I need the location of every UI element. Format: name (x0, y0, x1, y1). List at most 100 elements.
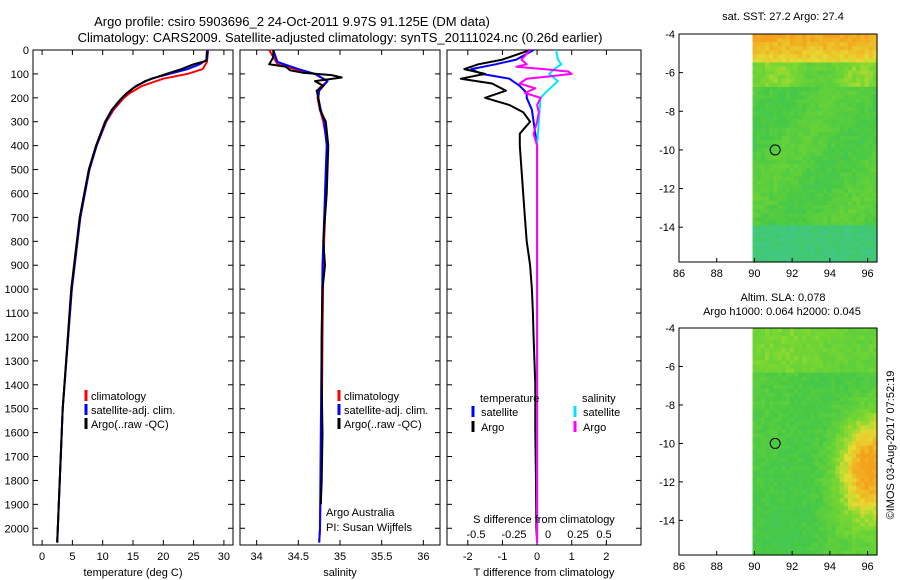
sla_map-cell (818, 445, 824, 451)
sla_map-cell (769, 344, 774, 349)
sla_map-cell (764, 437, 770, 443)
sla_map-cell (827, 490, 832, 495)
sla_map-cell (777, 502, 783, 507)
sst_map-cell (789, 131, 795, 137)
sla_map-cell (773, 465, 779, 471)
sla_map-cell (802, 465, 808, 471)
sst_map-cell (769, 229, 774, 235)
sla_map-cell (814, 522, 820, 528)
sla_map-cell (794, 465, 799, 471)
sla_map-cell (839, 526, 845, 532)
sla_map-cell (818, 388, 824, 394)
sla_map-cell (818, 392, 824, 398)
sst_map-cell (872, 188, 878, 194)
sst_map-cell (860, 233, 866, 239)
sla_map-cell (827, 465, 832, 471)
sla_map-cell (760, 336, 766, 341)
sla_map-cell (798, 502, 803, 507)
sst_map-cell (781, 156, 787, 161)
sst_map-cell (872, 82, 878, 88)
sst_map-cell (839, 135, 845, 141)
difference-legend-label: satellite (583, 407, 620, 419)
sla_map-cell (856, 510, 862, 516)
sla_map-cell (752, 437, 758, 443)
sst_map-cell (777, 172, 783, 178)
sst_map-cell (835, 188, 841, 194)
sst_map-cell (752, 50, 758, 55)
sla_map-cell (752, 461, 758, 467)
sla_map-cell (756, 469, 762, 475)
sla_map-cell (756, 538, 762, 544)
sst_map-cell (773, 103, 779, 108)
sst_map-cell (789, 54, 795, 60)
sla_map-cell (860, 473, 866, 479)
sla_map-cell (852, 522, 857, 528)
sst_map-cell (777, 184, 783, 190)
sla_map-cell (818, 425, 824, 430)
sst_map-cell (781, 78, 787, 84)
sla_map-cell (756, 368, 762, 374)
sla_map-cell (839, 498, 845, 503)
sla_map-cell (798, 546, 803, 552)
sla_map-cell (872, 449, 878, 455)
sst_map-cell (839, 245, 845, 251)
sst_map-cell (798, 115, 803, 121)
sst_map-cell (818, 82, 824, 88)
sst_map-cell (818, 176, 824, 182)
sst_map-cell (802, 70, 808, 76)
sla_map-cell (798, 494, 803, 499)
sla_map-cell (847, 465, 853, 471)
sla_map-cell (773, 396, 779, 402)
sst_map-cell (823, 54, 828, 60)
sla_map-cell (839, 429, 845, 434)
sla_map-cell (872, 542, 878, 548)
sla_map-cell (814, 376, 820, 382)
sst_map-cell (864, 253, 870, 259)
sst_map-cell (752, 103, 758, 108)
sst_map-cell (785, 213, 791, 218)
sla_map-cell (756, 502, 762, 507)
sla_map-cell (852, 340, 857, 345)
sla_map-cell (852, 473, 857, 479)
sla_map-cell (785, 417, 791, 422)
sst_map-cell (806, 221, 812, 226)
sst_map-cell (794, 209, 799, 214)
sst_map-cell (868, 99, 874, 104)
sst_map-cell (752, 156, 758, 161)
sla_map-cell (752, 498, 758, 503)
sla_map-cell (789, 409, 795, 414)
sst_map-cell (777, 78, 783, 84)
sst_map-cell (827, 152, 832, 157)
sst_map-cell (843, 99, 849, 104)
sst_map-cell (860, 86, 866, 92)
sla_map-cell (847, 364, 853, 370)
sla_map-cell (773, 506, 779, 512)
sla_map-cell (773, 502, 779, 507)
sst_map-cell (847, 131, 853, 137)
sla_map-cell (843, 328, 849, 333)
sst_map-cell (814, 188, 820, 194)
sla_map-cell (764, 538, 770, 544)
sst_map-cell (839, 46, 845, 51)
sla_map-cell (756, 522, 762, 528)
sst_map-cell (847, 200, 853, 206)
sst_map-cell (781, 200, 787, 206)
sst_map-cell (773, 127, 779, 133)
sst_map-cell (835, 66, 841, 72)
sst_map-cell (769, 42, 774, 47)
sst_map-cell (856, 86, 862, 92)
sla_map-cell (802, 421, 808, 426)
sst_map-cell (806, 111, 812, 117)
sst_map-cell (810, 34, 816, 39)
sst_map-cell (777, 119, 783, 125)
sla_map-cell (814, 392, 820, 398)
sla_map-cell (814, 425, 820, 430)
sst_map-cell (827, 50, 832, 55)
sla_map-cell (864, 498, 870, 503)
sla_map-cell (760, 433, 766, 439)
sst_map-cell (785, 62, 791, 68)
sst_map-cell (785, 172, 791, 178)
sla_map-cell (794, 340, 799, 345)
sla_map-cell (823, 490, 828, 495)
difference-xtick-label: 1 (569, 551, 575, 563)
